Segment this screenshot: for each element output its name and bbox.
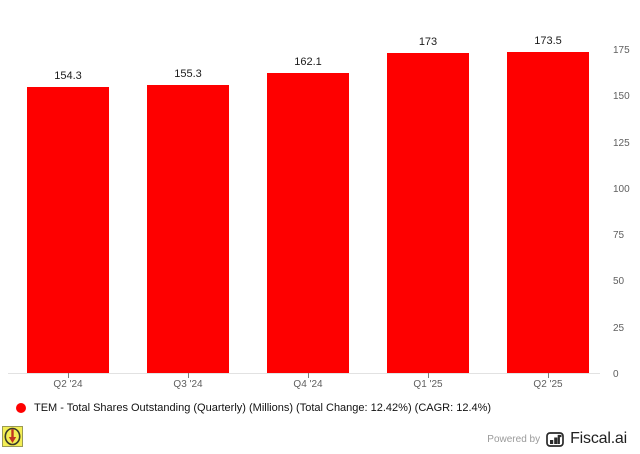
y-axis-label: 0 <box>613 369 619 380</box>
x-axis-label: Q3 '24 <box>173 379 203 390</box>
x-axis-label: Q2 '25 <box>533 379 563 390</box>
x-axis-tick <box>68 373 69 378</box>
bar <box>387 52 469 373</box>
bar-value-label: 162.1 <box>294 55 322 68</box>
y-axis-label: 50 <box>613 276 625 288</box>
plot-area: 154.3 Q2 '24 155.3 Q3 '24 162.1 Q4 '24 173 Q1 '… <box>8 0 608 390</box>
y-axis-label: 100 <box>613 183 630 195</box>
y-axis: 0 25 50 75 100 125 150 175 <box>613 45 630 380</box>
bar <box>27 87 109 373</box>
x-axis-tick <box>548 373 549 378</box>
fiscal-logo-icon <box>546 431 564 447</box>
bar-value-label: 173 <box>418 35 438 48</box>
y-axis-label: 125 <box>613 137 630 149</box>
bar <box>507 51 589 373</box>
y-axis-label: 75 <box>613 230 625 242</box>
x-axis-tick <box>188 373 189 378</box>
bar-value-label: 154.3 <box>54 70 82 83</box>
footer-brand: Powered by Fiscal.ai <box>487 430 627 448</box>
x-axis-label: Q1 '25 <box>413 379 443 390</box>
legend-label[interactable]: TEM - Total Shares Outstanding (Quarterl… <box>34 402 492 414</box>
y-axis-label: 25 <box>613 322 625 334</box>
bar <box>267 72 349 373</box>
x-axis-tick <box>428 373 429 378</box>
download-badge-icon[interactable] <box>2 426 23 447</box>
x-axis-label: Q4 '24 <box>293 379 323 390</box>
x-axis-tick <box>308 373 309 378</box>
y-axis-label: 175 <box>613 45 630 56</box>
bar-value-label: 173.5 <box>534 34 562 47</box>
bar <box>147 85 229 373</box>
legend: TEM - Total Shares Outstanding (Quarterl… <box>16 402 491 414</box>
x-axis-label: Q2 '24 <box>53 379 83 390</box>
powered-by-label: Powered by <box>487 433 541 445</box>
brand-name[interactable]: Fiscal.ai <box>570 430 627 447</box>
bar-value-label: 155.3 <box>174 68 202 81</box>
y-axis-label: 150 <box>613 91 630 103</box>
x-axis-line <box>8 373 600 374</box>
legend-marker-icon <box>16 403 26 413</box>
